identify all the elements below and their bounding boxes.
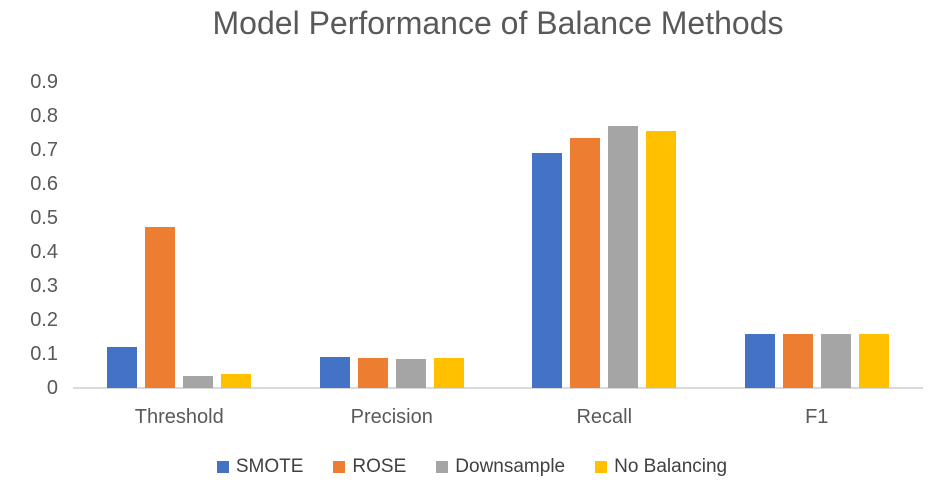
chart-title: Model Performance of Balance Methods (212, 5, 784, 41)
y-tick-0.9: 0.9 (30, 71, 58, 93)
y-tick-0.7: 0.7 (30, 139, 58, 161)
bar-rose-recall (570, 138, 601, 388)
legend-swatch-downsample (436, 461, 449, 473)
legend-label-rose: ROSE (352, 456, 407, 477)
bar-downsample-threshold (183, 376, 214, 388)
x-label-recall: Recall (576, 406, 633, 428)
legend-item-no-balancing: No Balancing (595, 456, 727, 478)
legend-swatch-smote (216, 461, 229, 473)
x-label-threshold: Threshold (134, 406, 224, 428)
legend: SMOTE ROSE Downsample No Balancing (0, 456, 944, 478)
legend-swatch-rose (333, 461, 346, 473)
legend-label-no-balancing: No Balancing (614, 456, 728, 477)
legend-swatch-no-balancing (595, 461, 608, 473)
bar-rose-precision (357, 358, 388, 388)
x-label-f1: F1 (805, 406, 829, 428)
bar-rose-f1 (782, 333, 813, 388)
y-tick-0.4: 0.4 (30, 241, 58, 263)
bar-downsample-recall (608, 126, 639, 388)
bar-smote-threshold (107, 347, 138, 388)
legend-item-downsample: Downsample (436, 456, 565, 478)
bar-smote-recall (532, 153, 563, 388)
bar-smote-f1 (744, 333, 775, 388)
bar-smote-precision (319, 357, 350, 388)
legend-label-downsample: Downsample (455, 456, 566, 477)
bar-downsample-precision (395, 359, 426, 388)
y-tick-0.8: 0.8 (30, 105, 58, 127)
bar-no-balancing-recall (646, 131, 677, 388)
x-label-precision: Precision (350, 406, 433, 428)
bar-downsample-f1 (820, 334, 851, 388)
y-tick-0.3: 0.3 (30, 275, 58, 297)
bar-rose-threshold (145, 226, 176, 388)
y-tick-0.6: 0.6 (30, 173, 58, 195)
x-axis-line (73, 387, 923, 389)
y-tick-0.5: 0.5 (30, 207, 58, 229)
bar-no-balancing-precision (433, 358, 464, 388)
y-tick-0.2: 0.2 (30, 309, 58, 331)
legend-item-rose: ROSE (333, 456, 406, 478)
y-tick-0.1: 0.1 (30, 343, 58, 365)
bar-no-balancing-threshold (221, 374, 252, 388)
legend-label-smote: SMOTE (235, 456, 304, 477)
y-tick-0: 0 (46, 377, 58, 399)
legend-item-smote: SMOTE (216, 456, 304, 478)
bar-no-balancing-f1 (858, 333, 889, 388)
